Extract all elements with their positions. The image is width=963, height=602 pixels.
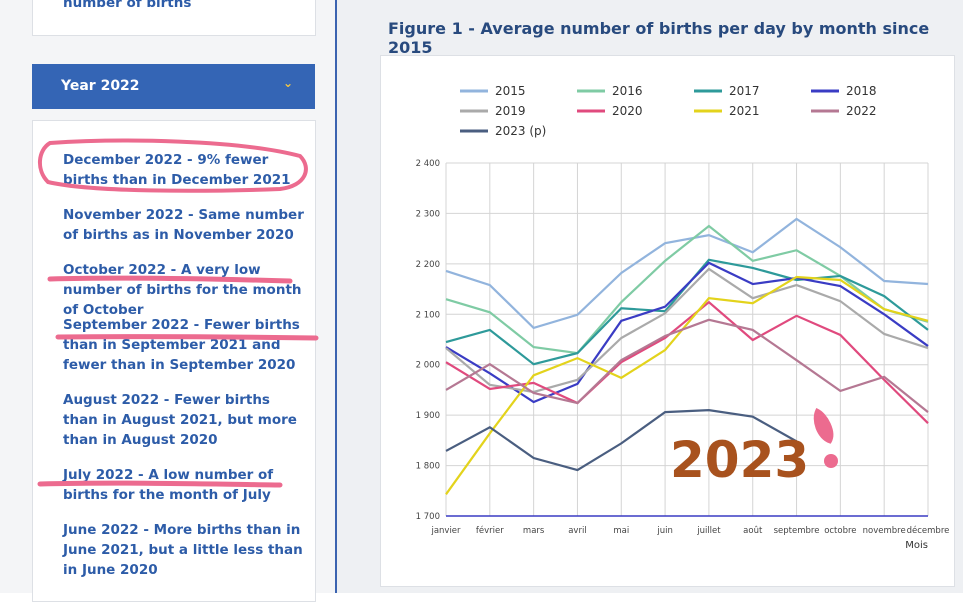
x-tick-label: novembre xyxy=(863,526,906,536)
series-line xyxy=(445,275,929,495)
series-line xyxy=(445,217,929,330)
legend-label: 2019 xyxy=(495,104,526,118)
y-tick-label: 2 100 xyxy=(416,310,440,320)
chart-card xyxy=(380,55,955,587)
x-tick-label: mars xyxy=(523,526,545,536)
series-line xyxy=(445,408,798,472)
link[interactable]: October 2022 - A very low number of birt… xyxy=(63,262,302,318)
chevron: ⌄ xyxy=(282,76,293,90)
legend-label: 2021 xyxy=(729,104,760,118)
section-header[interactable]: Year 2022 ⌄ xyxy=(32,64,315,109)
sidebar: number of births Year 2022 ⌄ December 202… xyxy=(0,0,336,602)
previous-card: number of births xyxy=(32,0,316,36)
link[interactable]: November 2022 - Same number of births as… xyxy=(63,207,304,243)
series-line xyxy=(445,261,929,404)
link[interactable]: August 2022 - Fewer births than in Augus… xyxy=(63,392,297,448)
x-tick-label: septembre xyxy=(774,526,820,536)
y-tick-label: 2 300 xyxy=(416,209,440,219)
x-tick-label: février xyxy=(476,525,504,536)
series-line xyxy=(445,318,929,413)
x-tick-label: mai xyxy=(613,526,629,536)
x-tick-label: décembre xyxy=(907,525,950,536)
y-tick-label: 1 700 xyxy=(416,512,440,522)
legend-label: 2015 xyxy=(495,84,526,98)
legend-label: 2017 xyxy=(729,84,760,98)
x-axis-label: Mois xyxy=(905,540,928,551)
y-tick-label: 2 400 xyxy=(416,159,440,169)
x-tick-label: janvier xyxy=(430,526,461,536)
link[interactable]: number of births xyxy=(63,0,192,11)
link[interactable]: July 2022 - A low number of births for t… xyxy=(63,467,274,503)
y-tick-label: 2 000 xyxy=(416,361,440,371)
y-tick-label: 1 800 xyxy=(416,462,440,472)
x-tick-label: octobre xyxy=(824,526,856,536)
x-tick-label: juillet xyxy=(696,526,721,536)
legend-label: 2023 (p) xyxy=(495,124,546,138)
legend-label: 2018 xyxy=(846,84,877,98)
x-tick-label: juin xyxy=(656,526,673,536)
figure-title: Figure 1 - Average number of births per … xyxy=(388,19,930,57)
item-list: December 2022 - 9% fewer births than in … xyxy=(32,120,316,602)
legend-label: 2016 xyxy=(612,84,643,98)
section-title: Year 2022 xyxy=(61,78,140,94)
link[interactable]: September 2022 - Fewer births than in Se… xyxy=(63,317,300,373)
x-tick-label: avril xyxy=(568,526,586,536)
series-line xyxy=(445,300,929,424)
x-tick-label: août xyxy=(743,526,763,536)
link[interactable]: December 2022 - 9% fewer births than in … xyxy=(63,152,291,188)
divider xyxy=(335,0,337,593)
y-tick-label: 1 900 xyxy=(416,411,440,421)
y-tick-label: 2 200 xyxy=(416,260,440,270)
annotation: 2023 xyxy=(670,431,809,489)
legend-label: 2022 xyxy=(846,104,877,118)
legend-label: 2020 xyxy=(612,104,643,118)
chart: 1 700 1 800 1 900 2 000 2 100 2 200 2 300 2 400… xyxy=(416,84,950,551)
link[interactable]: June 2022 - More births than in June 202… xyxy=(63,522,303,578)
series-line xyxy=(445,267,929,394)
series-line xyxy=(445,224,929,355)
